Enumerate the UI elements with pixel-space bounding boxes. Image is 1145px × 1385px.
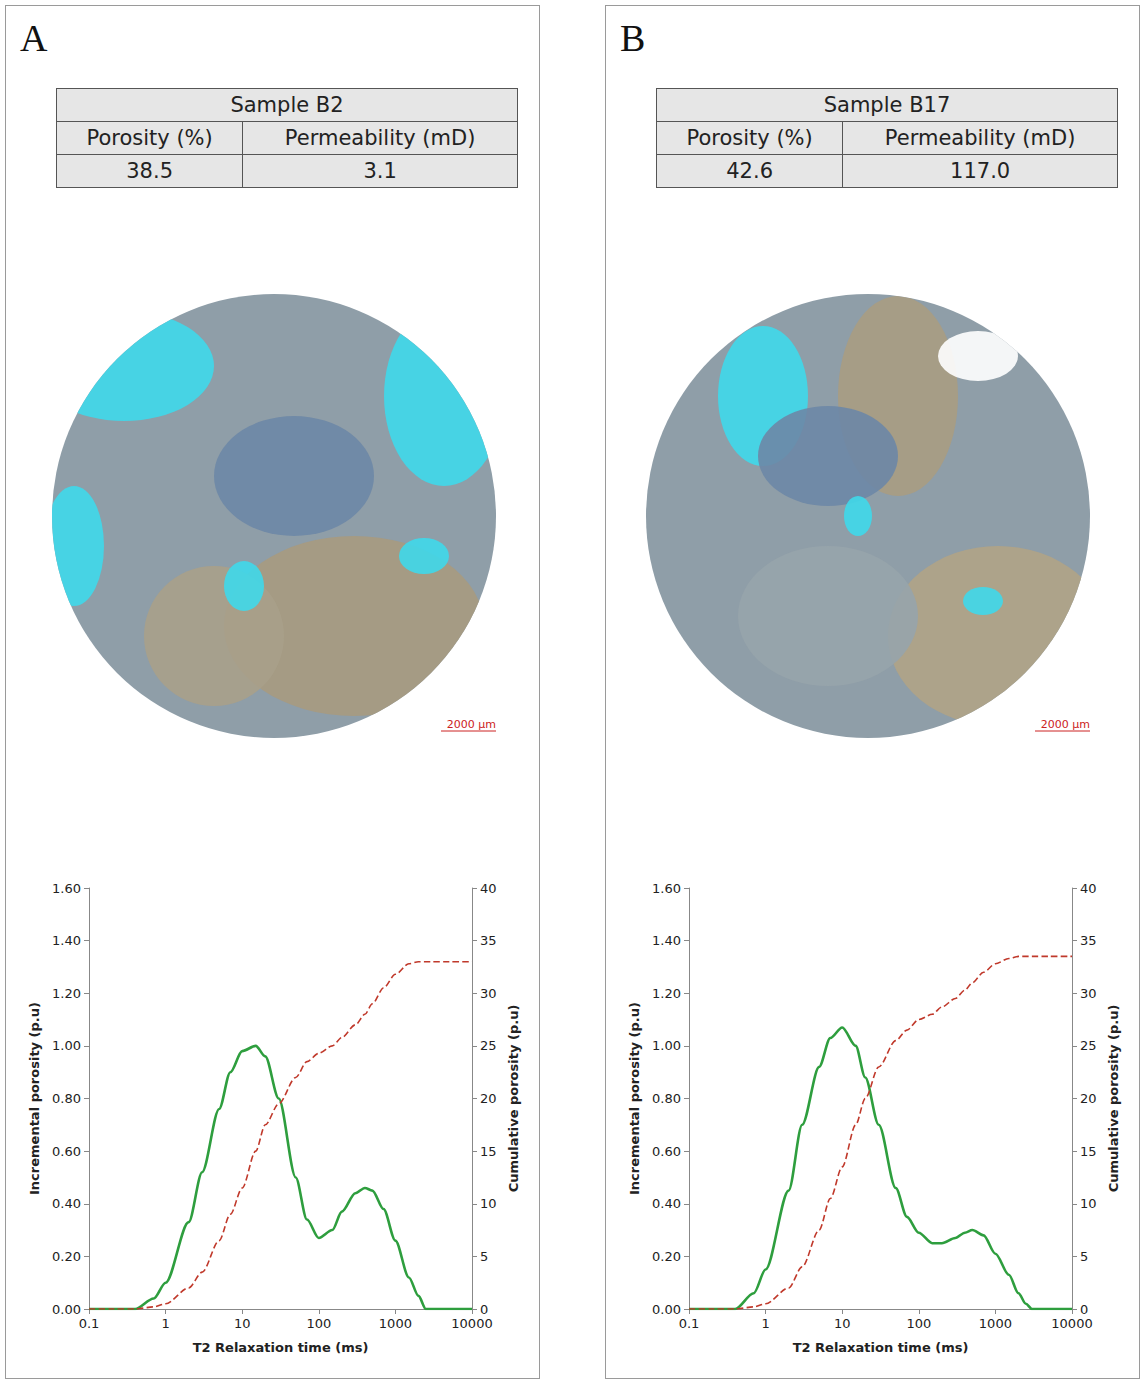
- svg-text:5: 5: [480, 1249, 488, 1264]
- svg-text:20: 20: [480, 1091, 497, 1106]
- svg-text:25: 25: [480, 1038, 497, 1053]
- svg-text:Cumulative porosity (p.u): Cumulative porosity (p.u): [1106, 1005, 1121, 1193]
- svg-text:40: 40: [1080, 881, 1097, 896]
- svg-text:0: 0: [480, 1302, 488, 1317]
- html-text:Porosity (%): Porosity (%): [686, 126, 813, 150]
- svg-text:10: 10: [480, 1196, 497, 1211]
- html-text:42.6: 42.6: [726, 159, 773, 183]
- html-text:Permeability (mD): Permeability (mD): [284, 126, 476, 150]
- svg-text:0.60: 0.60: [652, 1144, 681, 1159]
- svg-text:1.60: 1.60: [652, 881, 681, 896]
- svg-text:10000: 10000: [1051, 1316, 1092, 1331]
- svg-text:1: 1: [761, 1316, 769, 1331]
- svg-text:15: 15: [480, 1144, 497, 1159]
- svg-text:5: 5: [1080, 1249, 1088, 1264]
- svg-text:0.00: 0.00: [652, 1302, 681, 1317]
- svg-text:1.00: 1.00: [52, 1038, 81, 1053]
- html-text:Sample B17: Sample B17: [823, 93, 951, 117]
- svg-text:1.40: 1.40: [52, 933, 81, 948]
- svg-text:1.20: 1.20: [52, 986, 81, 1001]
- svg-text:T2 Relaxation time (ms): T2 Relaxation time (ms): [793, 1340, 969, 1355]
- svg-text:1.20: 1.20: [652, 986, 681, 1001]
- svg-text:1: 1: [161, 1316, 169, 1331]
- svg-text:10: 10: [834, 1316, 851, 1331]
- svg-text:25: 25: [1080, 1038, 1097, 1053]
- svg-text:35: 35: [1080, 933, 1097, 948]
- svg-text:0.40: 0.40: [52, 1196, 81, 1211]
- svg-text:40: 40: [480, 881, 497, 896]
- html-text:38.5: 38.5: [126, 159, 173, 183]
- svg-text:0: 0: [1080, 1302, 1088, 1317]
- svg-text:Incremental porosity (p.u): Incremental porosity (p.u): [627, 1002, 642, 1195]
- svg-text:20: 20: [1080, 1091, 1097, 1106]
- svg-text:10000: 10000: [451, 1316, 492, 1331]
- svg-text:0.60: 0.60: [52, 1144, 81, 1159]
- svg-text:100: 100: [306, 1316, 331, 1331]
- svg-text:0.40: 0.40: [652, 1196, 681, 1211]
- svg-text:15: 15: [1080, 1144, 1097, 1159]
- svg-text:0.1: 0.1: [79, 1316, 100, 1331]
- html-text:A: A: [20, 17, 48, 59]
- svg-text:Cumulative porosity (p.u): Cumulative porosity (p.u): [506, 1005, 521, 1193]
- svg-text:30: 30: [1080, 986, 1097, 1001]
- svg-text:2000 μm: 2000 μm: [447, 718, 496, 731]
- html-text:117.0: 117.0: [950, 159, 1011, 183]
- svg-text:30: 30: [480, 986, 497, 1001]
- svg-text:0.00: 0.00: [52, 1302, 81, 1317]
- svg-text:0.80: 0.80: [652, 1091, 681, 1106]
- svg-text:1.40: 1.40: [652, 933, 681, 948]
- svg-text:35: 35: [480, 933, 497, 948]
- svg-text:0.1: 0.1: [679, 1316, 700, 1331]
- svg-text:1.00: 1.00: [652, 1038, 681, 1053]
- svg-text:1.60: 1.60: [52, 881, 81, 896]
- svg-text:0.20: 0.20: [652, 1249, 681, 1264]
- svg-text:0.20: 0.20: [52, 1249, 81, 1264]
- html-text:3.1: 3.1: [363, 159, 397, 183]
- svg-text:1000: 1000: [379, 1316, 412, 1331]
- svg-text:Incremental porosity (p.u): Incremental porosity (p.u): [27, 1002, 42, 1195]
- html-text:Porosity (%): Porosity (%): [86, 126, 213, 150]
- svg-text:100: 100: [906, 1316, 931, 1331]
- svg-text:10: 10: [1080, 1196, 1097, 1211]
- svg-text:2000 μm: 2000 μm: [1041, 718, 1090, 731]
- html-text:B: B: [620, 17, 646, 59]
- svg-text:1000: 1000: [979, 1316, 1012, 1331]
- html-text:Sample B2: Sample B2: [230, 93, 344, 117]
- svg-text:T2 Relaxation time (ms): T2 Relaxation time (ms): [193, 1340, 369, 1355]
- svg-text:10: 10: [234, 1316, 251, 1331]
- html-text:Permeability (mD): Permeability (mD): [884, 126, 1076, 150]
- svg-text:0.80: 0.80: [52, 1091, 81, 1106]
